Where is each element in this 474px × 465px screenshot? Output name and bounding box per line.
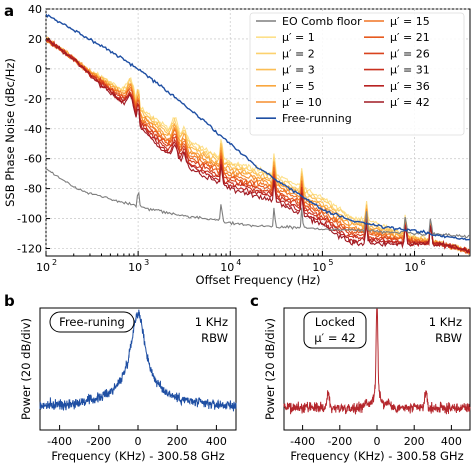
panel-a-legend-label: μ′ = 31	[390, 64, 430, 77]
panel-b-annotation-box	[49, 311, 135, 333]
panel-a-legend-label: μ′ = 26	[390, 47, 430, 60]
panel-a-ytick-label: -20	[24, 93, 42, 106]
panel-a-legend-label: μ′ = 21	[390, 31, 430, 44]
panel-a-xtick-exponent: 2	[52, 258, 57, 267]
panel-a-series	[46, 13, 470, 256]
panel-c-xlabel: Frequency (KHz) - 300.58 GHz	[290, 449, 463, 463]
panel-b-rbw-label: RBW	[201, 331, 228, 345]
panel-c-ylabel: Power (20 dB/div)	[263, 318, 277, 420]
panel-a-legend-box	[249, 12, 465, 136]
panel-a-xtick-label: 10	[128, 261, 142, 274]
panel-a-ytick-label: 0	[35, 63, 42, 76]
panel-a-ytick-label: 20	[28, 33, 42, 46]
panel-a-legend-label: μ′ = 5	[282, 80, 315, 93]
panel-a-ytick-label: -80	[24, 183, 42, 196]
panel-b-xtick-label: 400	[206, 435, 227, 448]
panel-b-xtick-label: -400	[47, 435, 72, 448]
panel-a-xtick-label: 10	[312, 261, 326, 274]
panel-a-xlabel: Offset Frequency (Hz)	[196, 273, 321, 287]
panel-a-ytick-label: -40	[24, 123, 42, 136]
panel-a-series-floor-line	[46, 168, 470, 239]
panel-a-xtick-exponent: 3	[144, 258, 149, 267]
panel-c-ticks: -400 -200 0 200 400	[290, 425, 462, 448]
panel-a-series-free-running-line	[46, 13, 470, 241]
panel-c-xtick-label: 0	[374, 435, 381, 448]
panel-a-legend-label: μ′ = 15	[390, 15, 430, 28]
panel-a-series-mu-line	[46, 39, 470, 255]
panel-b-rbw-value: 1 KHz	[195, 315, 228, 329]
panel-letter-b: b	[4, 292, 15, 310]
panel-a-xtick-label: 10	[36, 261, 50, 274]
panel-c-plot: -400 -200 0 200 400 Frequency (KHz) - 300.58…	[263, 307, 471, 463]
panel-a-legend-label: μ′ = 1	[282, 31, 315, 44]
panel-b-ylabel: Power (20 dB/div)	[19, 318, 33, 420]
panel-a-legend-label: μ′ = 3	[282, 64, 315, 77]
panel-a-xtick-exponent: 5	[328, 258, 333, 267]
panel-b-xtick-label: 0	[135, 435, 142, 448]
panel-c-annotation-mu: μ′ = 42	[314, 331, 356, 345]
panel-a-series-mu-line	[46, 36, 470, 255]
panel-c-annotation-locked: Locked	[315, 315, 355, 329]
panel-a-xtick-label: 10	[220, 261, 234, 274]
panel-a-ytick-label: 40	[28, 3, 42, 16]
panel-b-annotation-text: Free-runing	[59, 315, 125, 329]
panel-a-legend-label: μ′ = 2	[282, 47, 315, 60]
panel-a-legend: EO Comb floor μ′ = 1 μ′ = 2 μ′ = 3 μ′ = 5 μ′ …	[249, 12, 465, 136]
panel-b-xtick-label: 200	[167, 435, 188, 448]
panel-c-xtick-label: 200	[404, 435, 425, 448]
panel-a-series-mu-line	[46, 37, 470, 253]
panel-a-ylabel: SSB Phase Noise (dBc/Hz)	[3, 58, 17, 207]
panel-a-xtick-exponent: 4	[236, 258, 241, 267]
panel-b-xlabel: Frequency (KHz) - 300.58 GHz	[51, 449, 224, 463]
panel-b-ticks: -400 -200 0 200 400	[47, 425, 227, 448]
panel-a-legend-label: μ′ = 10	[282, 96, 322, 109]
panel-a-xtick-exponent: 6	[421, 258, 426, 267]
panel-c-xtick-label: -200	[327, 435, 352, 448]
panel-b-xtick-label: -200	[86, 435, 111, 448]
panel-c-series	[283, 308, 471, 415]
panel-a-legend-label: Free-running	[282, 112, 352, 125]
panel-c-annotation-box	[303, 311, 367, 349]
panel-c-rbw-label: RBW	[435, 331, 462, 345]
panel-c-spectrum-line	[283, 308, 471, 415]
panel-c-xtick-label: 400	[441, 435, 462, 448]
panel-letter-a: a	[4, 2, 14, 20]
panel-a-ytick-label: -120	[17, 243, 42, 256]
panel-b-spectrum-line	[39, 309, 237, 412]
panel-a-legend-label: μ′ = 36	[390, 80, 430, 93]
panel-a-ytick-label: -60	[24, 153, 42, 166]
panel-a-legend-label: EO Comb floor	[282, 15, 362, 28]
panel-c-xtick-label: -400	[290, 435, 315, 448]
panel-c-rbw-value: 1 KHz	[429, 315, 462, 329]
panel-a-legend-label: μ′ = 42	[390, 96, 430, 109]
panel-b-series	[39, 309, 237, 412]
panel-a-ytick-label: -100	[17, 213, 42, 226]
panel-a-xtick-label: 10	[405, 261, 419, 274]
panel-letter-c: c	[250, 292, 259, 310]
panel-b-plot: -400 -200 0 200 400 Frequency (KHz) - 300.58…	[19, 307, 237, 463]
panel-a-series-mu-line	[46, 38, 470, 254]
